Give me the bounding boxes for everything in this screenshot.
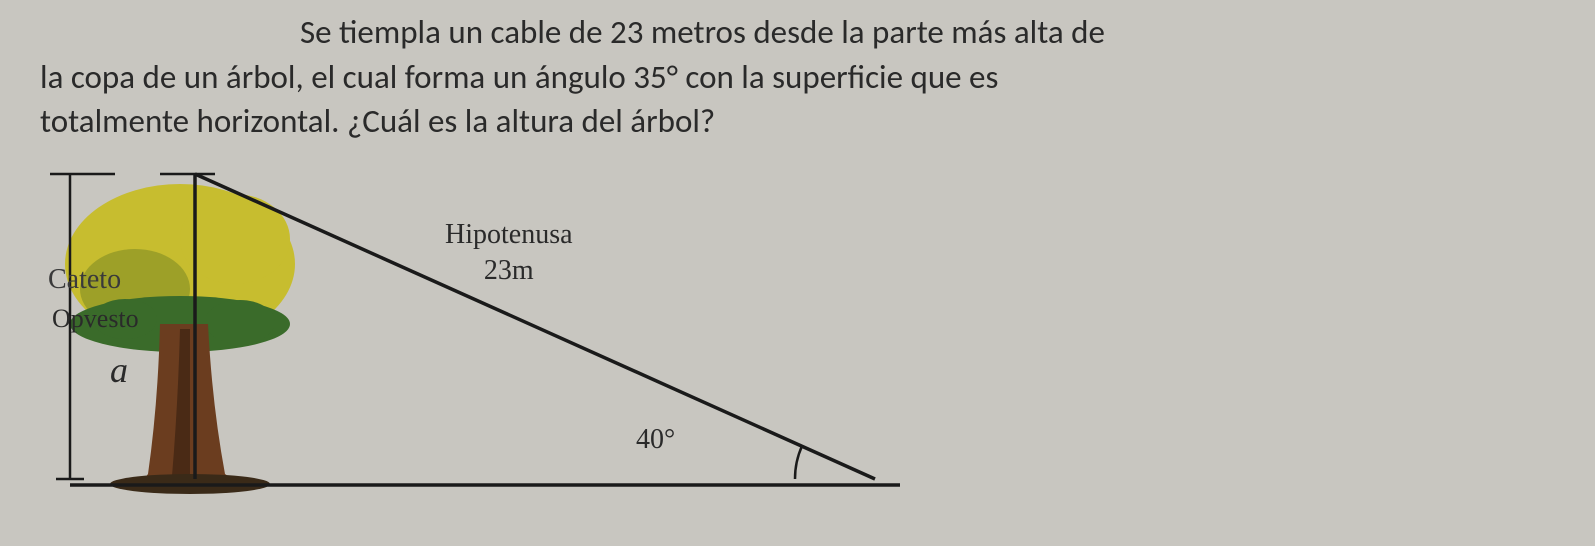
cateto-label: Cateto <box>48 264 121 296</box>
side-a-label: a <box>110 349 128 391</box>
problem-line-1: Se tiempla un cable de 23 metros desde l… <box>40 10 1555 55</box>
hypotenuse-value: 23m <box>445 255 573 287</box>
tree-leaves-clump-2 <box>205 300 275 344</box>
hypotenuse-label-group: Hipotenusa 23m <box>445 219 573 287</box>
problem-text: Se tiempla un cable de 23 metros desde l… <box>40 10 1555 144</box>
angle-label: 40° <box>636 424 675 456</box>
opuesto-label: Opvesto <box>52 304 139 334</box>
problem-line-3: totalmente horizontal. ¿Cuál es la altur… <box>40 101 715 141</box>
problem-line-2: la copa de un árbol, el cual forma un án… <box>40 57 998 97</box>
diagram-svg <box>40 154 920 514</box>
hypotenuse-label: Hipotenusa <box>445 219 573 250</box>
triangle-diagram: Hipotenusa 23m Cateto Opvesto a 40° <box>40 154 920 514</box>
angle-arc <box>795 446 802 479</box>
